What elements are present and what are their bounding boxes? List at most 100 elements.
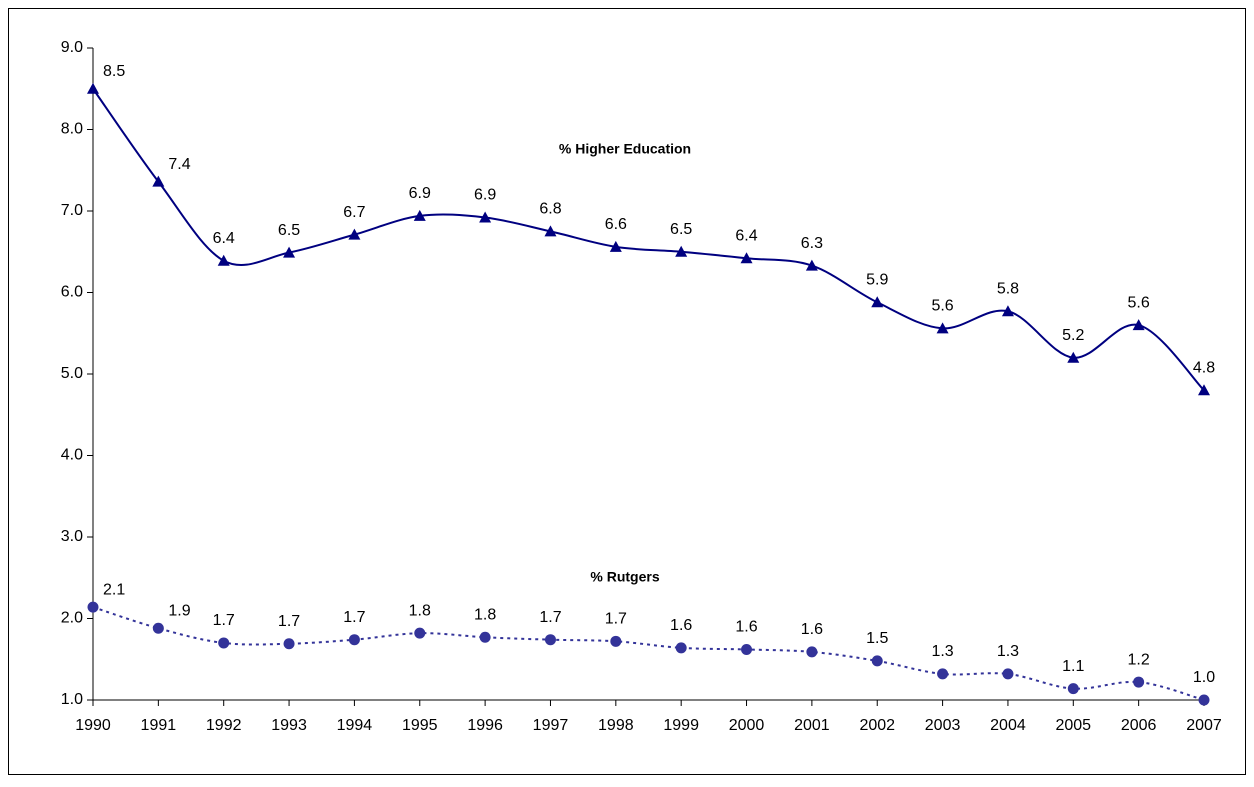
marker [871,296,884,308]
marker [414,627,426,639]
x-tick-label: 1996 [467,717,503,734]
marker [283,246,296,258]
marker [1132,319,1145,331]
data-label: 1.8 [474,606,496,623]
marker [217,254,230,266]
series-line [92,88,1205,392]
data-label: 5.2 [1062,327,1084,344]
data-label: 1.6 [735,619,757,636]
data-label: 1.7 [343,609,365,626]
y-tick-label: 8.0 [61,121,83,138]
series-label: % Rutgers [590,569,659,585]
x-tick-label: 1999 [663,717,699,734]
x-tick-label: 1992 [206,717,242,734]
data-label: 5.9 [866,271,888,288]
marker [1067,683,1079,695]
data-label: 6.8 [539,201,561,218]
marker [937,668,949,680]
marker [675,642,687,654]
data-label: 6.6 [605,216,627,233]
x-tick-label: 1998 [598,717,634,734]
marker [1198,384,1210,396]
x-tick-label: 1997 [533,717,569,734]
data-label: 1.6 [801,621,823,638]
marker [479,631,491,643]
x-tick-label: 2005 [1055,717,1091,734]
marker [1002,668,1014,680]
y-tick-label: 5.0 [61,365,83,382]
marker [936,322,949,334]
marker [609,240,622,252]
x-tick-label: 2000 [729,717,765,734]
data-label: 6.9 [409,185,431,202]
data-label: 1.6 [670,617,692,634]
series-line [92,606,1205,701]
marker [1067,351,1080,363]
marker [218,637,230,649]
data-label: 6.4 [735,227,757,244]
data-label: 8.5 [103,63,125,80]
y-tick-label: 4.0 [61,447,83,464]
data-label: 1.7 [605,611,627,628]
x-tick-label: 1995 [402,717,438,734]
data-label: 6.5 [278,222,300,239]
marker [741,643,753,655]
marker [675,245,688,257]
data-label: 5.6 [1128,294,1150,311]
marker [348,634,360,646]
marker [152,175,165,187]
y-tick-label: 3.0 [61,528,83,545]
x-tick-label: 1990 [75,717,111,734]
data-label: 1.3 [931,643,953,660]
marker [413,209,426,221]
y-tick-label: 9.0 [61,39,83,56]
data-label: 6.4 [213,230,235,247]
x-tick-label: 1991 [141,717,177,734]
x-tick-label: 2001 [794,717,830,734]
data-label: 6.7 [343,204,365,221]
marker [348,228,361,240]
y-tick-label: 7.0 [61,202,83,219]
marker [1198,694,1210,706]
marker [479,211,492,223]
data-label: 4.8 [1193,360,1215,377]
marker [1001,305,1014,317]
x-tick-label: 2006 [1121,717,1157,734]
data-label: 1.7 [539,609,561,626]
y-tick-label: 6.0 [61,284,83,301]
x-tick-label: 2002 [859,717,895,734]
marker [805,259,818,271]
data-label: 1.0 [1193,669,1215,686]
data-label: 1.3 [997,643,1019,660]
marker [544,634,556,646]
data-label: 1.9 [168,602,190,619]
marker [740,252,753,264]
marker [806,646,818,658]
marker [283,638,295,650]
data-label: 6.3 [801,235,823,252]
data-label: 1.2 [1128,651,1150,668]
data-label: 1.7 [213,612,235,629]
marker [871,655,883,667]
series-label: % Higher Education [559,141,691,157]
marker [610,635,622,647]
marker [1133,676,1145,688]
marker [152,622,164,634]
marker [87,82,99,94]
data-label: 6.9 [474,187,496,204]
x-tick-label: 2007 [1186,717,1222,734]
data-label: 6.5 [670,221,692,238]
data-label: 5.8 [997,280,1019,297]
data-label: 7.4 [168,156,190,173]
data-label: 5.6 [931,298,953,315]
x-tick-label: 2003 [925,717,961,734]
chart-frame [8,8,1246,775]
y-tick-label: 1.0 [61,691,83,708]
y-tick-label: 2.0 [61,610,83,627]
data-label: 1.1 [1062,658,1084,675]
data-label: 1.5 [866,630,888,647]
data-label: 1.8 [409,602,431,619]
marker [544,225,557,237]
data-label: 1.7 [278,613,300,630]
